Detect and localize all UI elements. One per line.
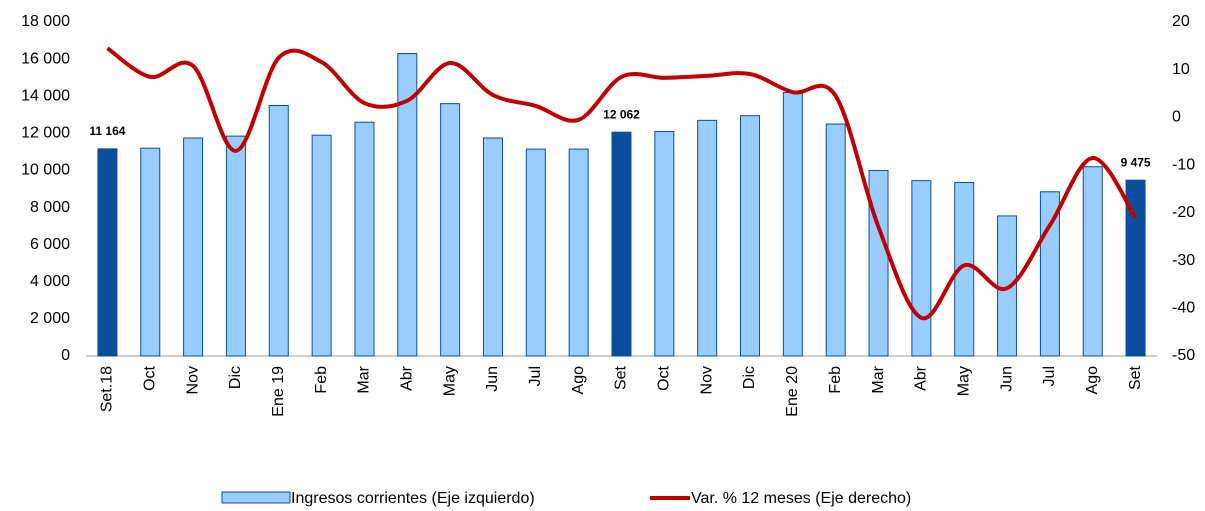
bar — [97, 148, 118, 357]
x-tick-label: Dic — [741, 366, 758, 389]
x-tick-label: May — [955, 366, 972, 396]
x-tick-label: Set.18 — [99, 366, 116, 412]
bar — [183, 137, 204, 357]
y-tick-label: 16 000 — [21, 50, 70, 67]
y-tick-label: 14 000 — [21, 87, 70, 104]
x-tick-label: Feb — [313, 366, 330, 394]
x-tick-label: Set — [613, 365, 630, 390]
y2-tick-label: 10 — [1172, 61, 1190, 78]
bar — [740, 115, 761, 357]
bar — [697, 119, 718, 357]
x-tick-label: Jul — [527, 366, 544, 386]
y-tick-label: 6 000 — [30, 236, 70, 253]
y2-tick-label: -50 — [1172, 347, 1195, 364]
x-tick-label: Abr — [913, 365, 930, 391]
y2-tick-label: -20 — [1172, 204, 1195, 221]
x-tick-label: Nov — [698, 366, 715, 394]
x-tick-label: Dic — [227, 366, 244, 389]
x-tick-label: Mar — [870, 365, 887, 393]
y2-tick-label: 0 — [1172, 109, 1181, 126]
legend-swatch — [221, 491, 291, 504]
x-tick-label: Jun — [998, 366, 1015, 392]
bar — [825, 123, 846, 357]
y-tick-label: 4 000 — [30, 273, 70, 290]
x-tick-label: Ene 20 — [784, 366, 801, 417]
bar — [354, 121, 375, 357]
x-tick-label: Ene 19 — [270, 366, 287, 417]
x-tick-label: Ago — [570, 366, 587, 395]
y-tick-label: 8 000 — [30, 199, 70, 216]
y2-tick-label: -10 — [1172, 156, 1195, 173]
bar — [1082, 166, 1103, 357]
x-tick-label: Abr — [399, 365, 416, 391]
bar — [654, 130, 675, 357]
x-tick-label: Nov — [184, 366, 201, 394]
bar — [782, 92, 803, 357]
y-tick-label: 12 000 — [21, 125, 70, 142]
y-tick-label: 2 000 — [30, 310, 70, 327]
bar — [568, 148, 589, 357]
x-tick-label: Jun — [484, 366, 501, 392]
bar — [268, 105, 289, 357]
y-tick-label: 10 000 — [21, 162, 70, 179]
line — [106, 46, 1138, 321]
x-tick-label: May — [441, 366, 458, 396]
bar — [1125, 179, 1146, 357]
legend-label: Var. % 12 meses (Eje derecho) — [691, 490, 911, 507]
bar — [611, 131, 632, 357]
bar — [868, 169, 889, 357]
bar — [482, 137, 503, 357]
bar — [225, 135, 246, 357]
bar — [397, 53, 418, 357]
y2-tick-label: -30 — [1172, 252, 1195, 269]
bar — [525, 148, 546, 357]
x-tick-label: Oct — [141, 365, 158, 390]
y-tick-label: 18 000 — [21, 13, 70, 30]
bar — [311, 134, 332, 357]
y-tick-label: 0 — [61, 347, 70, 364]
value-label: 9 475 — [1121, 155, 1151, 169]
x-tick-label: Oct — [656, 365, 673, 390]
bar — [140, 147, 161, 357]
bar — [911, 180, 932, 357]
value-label: 11 164 — [89, 124, 125, 138]
x-tick-label: Set — [1127, 365, 1144, 390]
y2-tick-label: 20 — [1172, 13, 1190, 30]
x-tick-label: Mar — [356, 365, 373, 393]
y2-tick-label: -40 — [1172, 300, 1195, 317]
bar — [440, 103, 461, 357]
legend-label: Ingresos corrientes (Eje izquierdo) — [291, 490, 535, 507]
x-tick-label: Feb — [827, 366, 844, 394]
x-tick-label: Jul — [1041, 366, 1058, 386]
value-label: 12 062 — [603, 107, 640, 121]
x-tick-label: Ago — [1084, 366, 1101, 395]
